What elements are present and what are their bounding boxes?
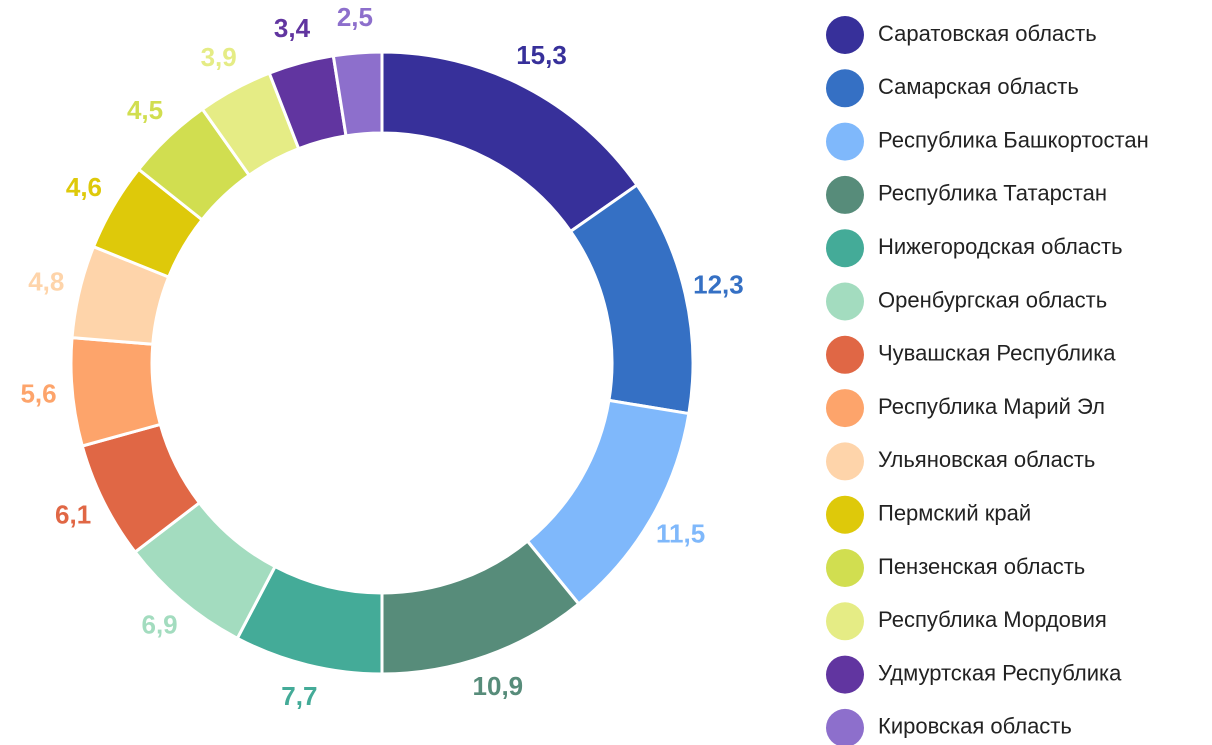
legend-swatch xyxy=(826,229,864,268)
value-label: 7,7 xyxy=(281,681,317,711)
donut-slice xyxy=(568,182,695,416)
legend-swatch xyxy=(826,495,864,534)
legend-label: Оренбургская область xyxy=(878,287,1107,312)
value-label: 15,3 xyxy=(516,40,567,70)
value-label: 11,5 xyxy=(656,519,705,549)
legend-swatch xyxy=(826,282,864,321)
legend-swatch xyxy=(826,602,864,641)
legend-swatch xyxy=(826,69,864,108)
legend-swatch xyxy=(826,122,864,161)
legend-label: Пермский край xyxy=(878,501,1031,526)
value-label: 5,6 xyxy=(20,378,56,408)
value-label: 6,9 xyxy=(142,610,178,640)
value-label: 2,5 xyxy=(337,2,373,32)
value-label: 4,5 xyxy=(127,95,163,125)
legend-swatch xyxy=(826,389,864,428)
legend-label: Кировская область xyxy=(878,714,1072,739)
value-label: 4,8 xyxy=(28,266,64,296)
legend-label: Самарская область xyxy=(878,74,1079,99)
donut-slice xyxy=(331,50,384,138)
legend-label: Республика Башкортостан xyxy=(878,127,1149,152)
legend-swatch xyxy=(826,549,864,587)
value-label: 6,1 xyxy=(55,500,91,530)
value-label: 12,3 xyxy=(693,270,744,300)
legend-label: Нижегородская область xyxy=(878,234,1123,259)
value-label: 10,9 xyxy=(473,671,524,701)
legend-swatch xyxy=(826,16,864,54)
legend-label: Республика Татарстан xyxy=(878,181,1107,206)
legend-label: Ульяновская область xyxy=(878,447,1095,472)
legend-label: Пензенская область xyxy=(878,554,1085,579)
value-label: 4,6 xyxy=(66,172,102,202)
legend-label: Республика Мордовия xyxy=(878,607,1107,632)
legend-swatch xyxy=(826,175,864,214)
legend-swatch xyxy=(826,708,864,745)
legend-label: Удмуртская Республика xyxy=(878,660,1122,685)
value-label: 3,4 xyxy=(274,13,311,43)
legend-label: Республика Марий Эл xyxy=(878,394,1105,419)
donut-slice xyxy=(380,50,640,234)
legend-swatch xyxy=(826,335,864,374)
legend-swatch xyxy=(826,442,864,481)
legend-label: Саратовская область xyxy=(878,21,1097,46)
legend-label: Чувашская Республика xyxy=(878,341,1116,366)
legend-swatch xyxy=(826,655,864,694)
value-label: 3,9 xyxy=(201,42,237,72)
